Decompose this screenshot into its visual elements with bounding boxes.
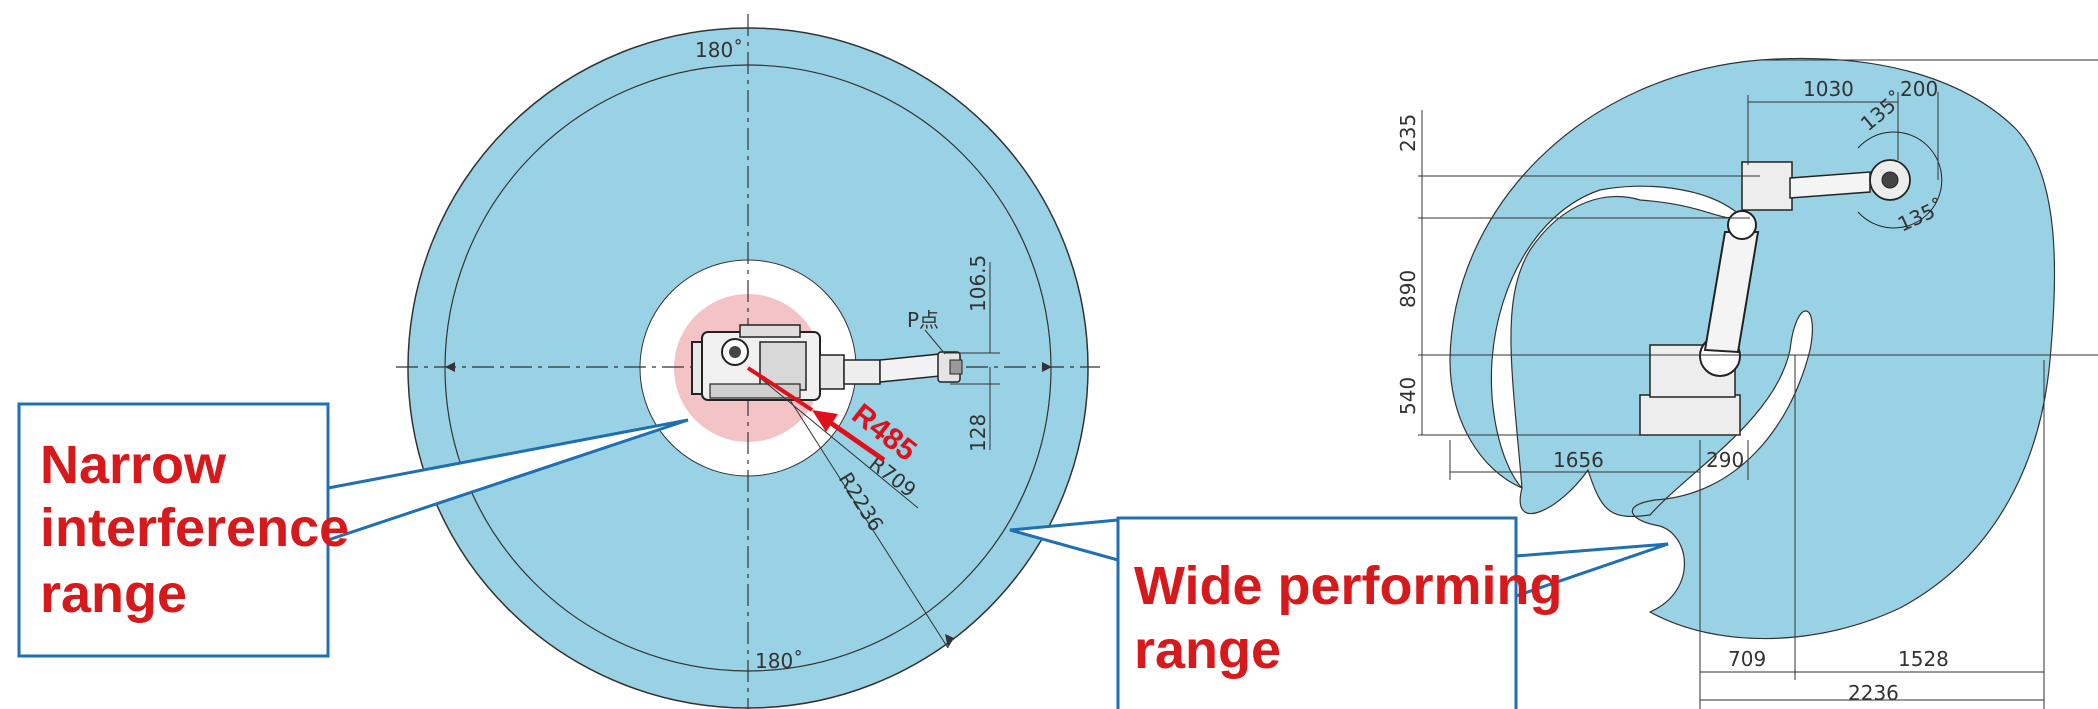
p-point-leader (924, 329, 946, 355)
right-reach-arrowhead (1042, 362, 1052, 372)
wrist-135-arc (1857, 131, 1943, 229)
top-view: P点 106.5 128 R709 R2236 R485 180˚ 180˚ (396, 14, 1100, 709)
r709-leader (747, 367, 919, 509)
dim-106-5-label: 106.5 (966, 255, 990, 312)
dim-1656-label: 1656 (1553, 448, 1604, 472)
wide-callout: Wide performing range (1009, 516, 1669, 709)
dim-1030-label: 1030 (1803, 77, 1854, 101)
r485-arrow-shaft (826, 418, 886, 463)
side-view: 235 890 540 1030 200 135˚ 135˚ 1656 290 … (1396, 57, 2098, 709)
dim-709-label: 709 (1728, 647, 1766, 671)
robot-top-view-drawing (691, 324, 963, 401)
narrow-callout-box (17, 402, 330, 658)
narrow-callout-line-1: Narrow (40, 435, 227, 495)
angle-top-label: 180˚ (695, 38, 743, 62)
dim-235-label: 235 (1396, 114, 1420, 152)
angle-bottom-label: 180˚ (755, 649, 803, 673)
r485-radius-line (746, 366, 814, 412)
dim-290-label: 290 (1706, 448, 1744, 472)
narrow-callout-line-3: range (40, 564, 187, 624)
r2236-leader (789, 399, 949, 649)
left-reach-arrowhead (445, 362, 455, 372)
dim-128-label: 128 (966, 414, 990, 452)
r485-arrowhead (812, 410, 838, 432)
narrow-callout-pointer (327, 418, 689, 542)
r2236-arrowhead (945, 634, 954, 648)
robot-side-view-drawing (1639, 131, 1943, 436)
wide-reach-envelope (1449, 57, 2056, 640)
dim-2236-label: 2236 (1848, 681, 1899, 705)
narrow-callout-line-2: interference (40, 498, 349, 558)
dim-890-label: 890 (1396, 270, 1420, 308)
dim-1528-label: 1528 (1898, 647, 1949, 671)
wide-callout-line-2: range (1134, 620, 1281, 680)
p-point-label: P点 (907, 308, 939, 332)
narrow-callout: Narrow interference range (17, 402, 689, 658)
wide-callout-pointer-left (1009, 518, 1119, 562)
wide-callout-box (1116, 516, 1518, 709)
dim-540-label: 540 (1396, 377, 1420, 415)
wide-callout-pointer-right (1515, 542, 1669, 598)
dim-200-label: 200 (1900, 77, 1938, 101)
wide-callout-line-1: Wide performing (1134, 556, 1563, 616)
